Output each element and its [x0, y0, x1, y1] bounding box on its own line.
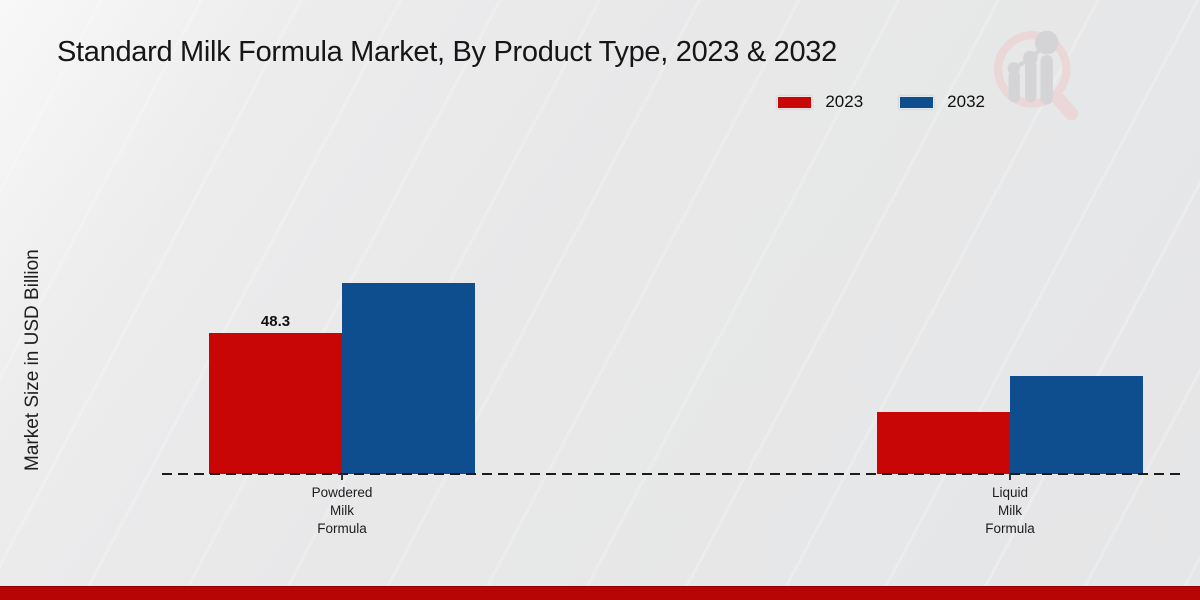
chart-title: Standard Milk Formula Market, By Product… [57, 36, 837, 68]
magnifier-bar-chart-logo-icon [994, 30, 1079, 121]
bar-2032-powdered-milk-formula [342, 283, 475, 474]
x-axis-line [162, 473, 1180, 475]
x-axis-tick [341, 474, 343, 480]
category-label-line: Powdered [311, 485, 373, 500]
bar-2023-liquid-milk-formula [877, 412, 1010, 474]
legend-item-2032: 2032 [899, 92, 985, 112]
category-label-line: Liquid [991, 485, 1029, 500]
x-axis-tick [1009, 474, 1011, 480]
bottom-red-band [0, 586, 1200, 600]
legend: 2023 2032 [777, 92, 985, 112]
legend-swatch-icon [777, 95, 813, 109]
category-label-line: Formula [317, 521, 367, 536]
bar-value-label: 48.3 [260, 313, 291, 330]
category-label-liquid-milk-formula: Liquid Milk Formula [925, 484, 1095, 538]
category-label-line: Formula [985, 521, 1035, 536]
legend-swatch-icon [899, 95, 935, 109]
y-axis-label: Market Size in USD Billion [22, 249, 43, 471]
bar-2023-powdered-milk-formula [209, 333, 342, 474]
plot-area: Powdered Milk Formula Liquid Milk Formula 48.3 [162, 140, 1180, 536]
category-label-powdered-milk-formula: Powdered Milk Formula [257, 484, 427, 538]
legend-label: 2023 [825, 92, 864, 111]
legend-item-2023: 2023 [777, 92, 863, 112]
category-label-line: Milk [330, 503, 354, 518]
bar-2032-liquid-milk-formula [1010, 376, 1143, 474]
legend-label: 2032 [947, 92, 985, 111]
category-label-line: Milk [998, 503, 1022, 518]
